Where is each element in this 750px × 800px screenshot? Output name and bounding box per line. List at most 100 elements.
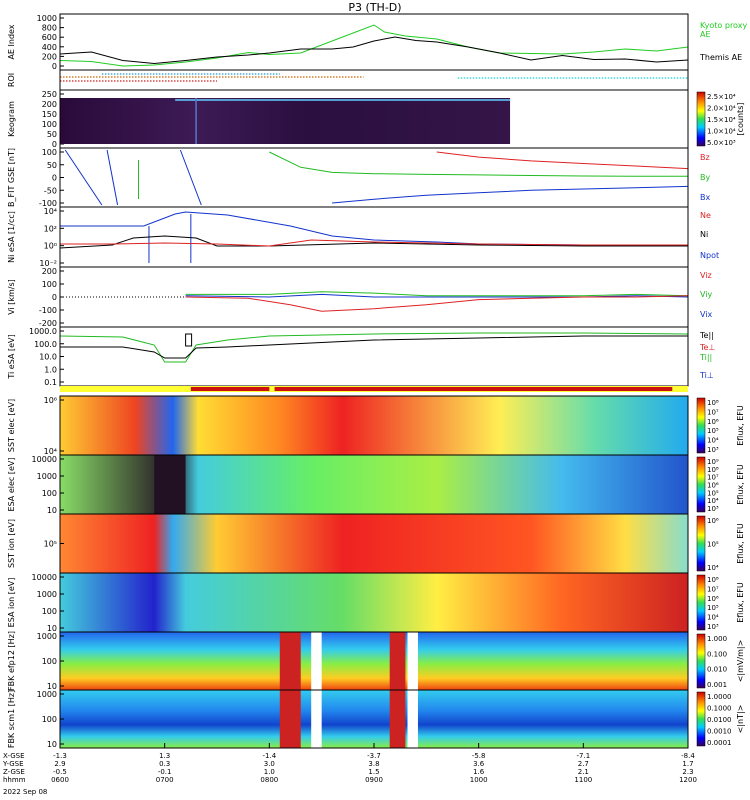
esa_i-cbtick-4: 10⁴ bbox=[707, 614, 719, 622]
fbk_e-cbtick-2: 0.010 bbox=[707, 666, 727, 674]
esa_i-ytick-3: 10 bbox=[47, 624, 57, 633]
keo-cbtick-3: 1.0×10⁴ bbox=[707, 128, 736, 136]
fbk_e-gap-3 bbox=[407, 632, 418, 690]
ae-series-line-0 bbox=[59, 24, 689, 67]
bfit-ytick-0: 100 bbox=[42, 148, 57, 157]
fbk_e-cblabel: <|mV/m|> bbox=[736, 640, 745, 683]
keo-cbtick-2: 1.5×10⁴ bbox=[707, 116, 736, 124]
xaxis-value-6-3: 1200 bbox=[679, 776, 697, 784]
figure-title: P3 (TH-D) bbox=[348, 1, 401, 14]
ni-ytick-1: 10² bbox=[44, 224, 57, 233]
bfit-ylabel: B_FIT GSE [nT] bbox=[7, 148, 16, 207]
keo-ytick-3: 100 bbox=[42, 120, 57, 129]
bfit-ytick-3: -50 bbox=[44, 186, 57, 195]
vi-ytick-1: 100 bbox=[42, 280, 57, 289]
xaxis-value-6-0: -8.4 bbox=[681, 752, 695, 760]
ni-ytick-2: 10⁰ bbox=[44, 242, 57, 251]
xaxis-value-5-2: 2.1 bbox=[578, 768, 589, 776]
fbk_e-gap-0 bbox=[279, 632, 301, 690]
ni-legend-2: Npot bbox=[700, 251, 719, 260]
xaxis-value-2-0: -1.4 bbox=[262, 752, 276, 760]
esa_e-ylabel: ESA elec [eV] bbox=[7, 458, 16, 512]
bfit-legend-2: Bx bbox=[700, 193, 710, 202]
esa_i-cbtick-5: 10³ bbox=[707, 623, 719, 631]
esa_e-cbtick-5: 10⁴ bbox=[707, 497, 719, 505]
xaxis-value-0-2: -0.5 bbox=[53, 768, 67, 776]
bfit-series-line-2 bbox=[332, 185, 689, 204]
vi-legend-2: Viz bbox=[700, 271, 712, 280]
keo-ytick-4: 50 bbox=[47, 130, 57, 139]
fbk_e-ylabel: FBK efp12 [Hz] bbox=[7, 631, 16, 691]
xaxis-value-4-1: 3.6 bbox=[473, 760, 485, 768]
fbk_b-ytick-0: 1000 bbox=[37, 690, 57, 699]
fbk_e-spectrogram bbox=[60, 632, 688, 690]
ae-ytick-1: 800 bbox=[42, 24, 57, 33]
xaxis-value-0-3: 0600 bbox=[51, 776, 69, 784]
vi-ytick-0: 200 bbox=[42, 267, 57, 276]
fbk_e-cbtick-3: 0.001 bbox=[707, 681, 727, 689]
sst_i-colorbar bbox=[696, 515, 706, 572]
ni-ne-line bbox=[60, 239, 688, 247]
fbk_b-cbtick-4: 0.0001 bbox=[707, 739, 732, 747]
xaxis-date: 2022 Sep 08 bbox=[3, 788, 47, 796]
sst_e-ytick-0: 10⁶ bbox=[44, 396, 57, 405]
sst_e-cbtick-0: 10⁸ bbox=[707, 399, 719, 407]
keo-cblabel: [counts] bbox=[736, 103, 745, 136]
esa_e-cbtick-4: 10⁵ bbox=[707, 489, 719, 497]
xaxis-value-1-2: -0.1 bbox=[158, 768, 172, 776]
bfit-ytick-1: 50 bbox=[47, 161, 57, 170]
ti-ytick-0: 1000.0 bbox=[29, 327, 57, 336]
xaxis-value-2-3: 0800 bbox=[260, 776, 278, 784]
roi-ylabel: ROI bbox=[7, 73, 16, 87]
sst_i-spectrogram bbox=[60, 514, 688, 573]
xaxis-value-0-0: -1.3 bbox=[53, 752, 67, 760]
ae-ylabel: AE Index bbox=[7, 24, 16, 59]
vi-viz-line bbox=[185, 295, 689, 312]
esa_i-cbtick-2: 10⁶ bbox=[707, 595, 719, 603]
xaxis-value-3-3: 0900 bbox=[365, 776, 383, 784]
fbk_b-colorbar bbox=[696, 691, 706, 747]
fbk_b-gap-2 bbox=[389, 690, 406, 748]
esa_i-colorbar bbox=[696, 574, 706, 631]
ae-frame bbox=[59, 13, 689, 71]
vi-vix-line bbox=[185, 293, 689, 298]
ni-ytick-0: 10⁴ bbox=[44, 207, 57, 216]
fbk_b-cbtick-3: 0.0010 bbox=[707, 728, 732, 736]
esa_e-cbtick-2: 10⁷ bbox=[707, 474, 719, 482]
xaxis-value-2-2: 1.0 bbox=[264, 768, 275, 776]
ae-legend-kyoto-l2: AE bbox=[700, 30, 711, 39]
keo-ytick-1: 200 bbox=[42, 100, 57, 109]
esa_e-cbtick-3: 10⁶ bbox=[707, 482, 719, 490]
esa_i-cbtick-1: 10⁷ bbox=[707, 585, 719, 593]
ae-ytick-3: 400 bbox=[42, 43, 57, 52]
ti-legend-0: Te|| bbox=[699, 331, 714, 340]
esa_i-ytick-1: 1000 bbox=[37, 590, 57, 599]
sst_e-ylabel: SST elec [eV] bbox=[7, 399, 16, 452]
sst_e-cbtick-4: 10⁴ bbox=[707, 437, 719, 445]
ni-legend-0: Ne bbox=[700, 211, 711, 220]
sst_e-cblabel: Eflux, EFU bbox=[736, 405, 745, 446]
keo-ytick-2: 150 bbox=[42, 110, 57, 119]
fbk_e-gap-1 bbox=[311, 632, 322, 690]
ni-npot-line bbox=[60, 211, 688, 246]
ae-ytick-0: 1000 bbox=[37, 14, 57, 23]
ni-ytick-3: 10⁻² bbox=[39, 259, 57, 268]
xaxis-value-2-1: 3.0 bbox=[264, 760, 275, 768]
esa_e-colorbar bbox=[696, 456, 706, 513]
xaxis-value-3-0: -3.7 bbox=[367, 752, 381, 760]
sst_e-spectrogram bbox=[60, 396, 688, 455]
bfit-ytick-2: 0 bbox=[52, 174, 57, 183]
ae-legend-themis: Themis AE bbox=[699, 53, 742, 62]
fbk_b-ytick-1: 100 bbox=[42, 715, 57, 724]
sst_i-cbtick-2: 10⁴ bbox=[707, 564, 719, 572]
vi-legend-0: Vix bbox=[700, 310, 713, 319]
fbk_e-colorbar bbox=[696, 633, 706, 689]
xaxis-value-5-0: -7.1 bbox=[576, 752, 590, 760]
fbk_b-cbtick-0: 1.0000 bbox=[707, 693, 732, 701]
keo-ytick-0: 250 bbox=[42, 90, 57, 99]
vi-ytick-3: -100 bbox=[39, 306, 57, 315]
fbk_b-ylabel: FBK scm1 [Hz] bbox=[7, 690, 16, 748]
esa_e-dark-block bbox=[154, 455, 186, 514]
esa_i-ytick-0: 10000 bbox=[32, 573, 57, 582]
